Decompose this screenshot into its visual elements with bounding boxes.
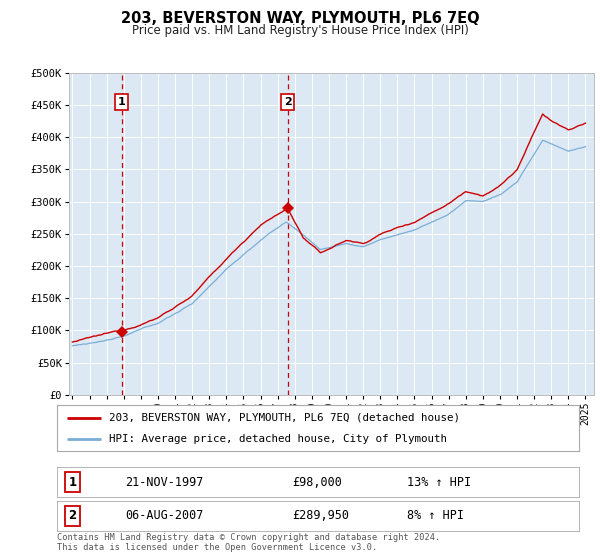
Text: 13% ↑ HPI: 13% ↑ HPI xyxy=(407,475,471,489)
Text: 203, BEVERSTON WAY, PLYMOUTH, PL6 7EQ (detached house): 203, BEVERSTON WAY, PLYMOUTH, PL6 7EQ (d… xyxy=(109,413,460,423)
Text: 06-AUG-2007: 06-AUG-2007 xyxy=(125,509,203,522)
Text: £98,000: £98,000 xyxy=(292,475,342,489)
Text: Contains HM Land Registry data © Crown copyright and database right 2024.: Contains HM Land Registry data © Crown c… xyxy=(57,533,440,542)
Text: 8% ↑ HPI: 8% ↑ HPI xyxy=(407,509,464,522)
Text: 203, BEVERSTON WAY, PLYMOUTH, PL6 7EQ: 203, BEVERSTON WAY, PLYMOUTH, PL6 7EQ xyxy=(121,11,479,26)
Text: 1: 1 xyxy=(68,475,77,489)
Text: £289,950: £289,950 xyxy=(292,509,349,522)
Text: This data is licensed under the Open Government Licence v3.0.: This data is licensed under the Open Gov… xyxy=(57,543,377,552)
Text: 1: 1 xyxy=(118,97,126,107)
Text: Price paid vs. HM Land Registry's House Price Index (HPI): Price paid vs. HM Land Registry's House … xyxy=(131,24,469,36)
Text: HPI: Average price, detached house, City of Plymouth: HPI: Average price, detached house, City… xyxy=(109,435,447,444)
Text: 2: 2 xyxy=(284,97,292,107)
Text: 21-NOV-1997: 21-NOV-1997 xyxy=(125,475,203,489)
Text: 2: 2 xyxy=(68,509,77,522)
